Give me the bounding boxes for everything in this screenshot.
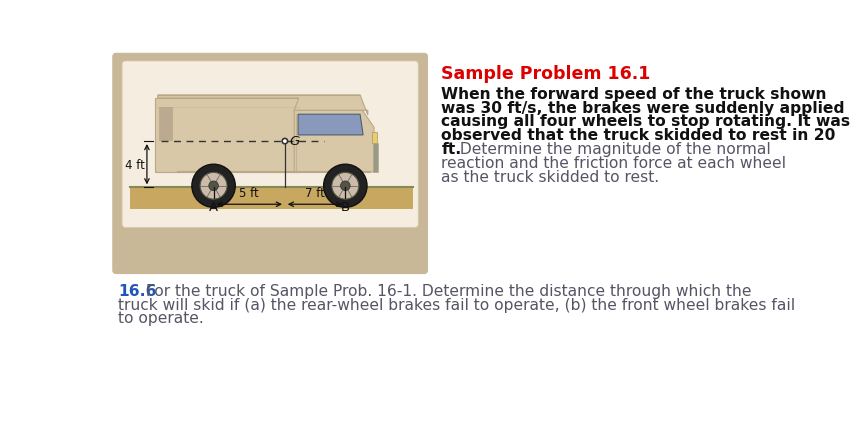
Text: observed that the truck skidded to rest in 20: observed that the truck skidded to rest … <box>440 128 835 143</box>
Circle shape <box>200 173 227 200</box>
Text: 7 ft: 7 ft <box>305 187 325 199</box>
Text: to operate.: to operate. <box>118 311 204 326</box>
Text: When the forward speed of the truck shown: When the forward speed of the truck show… <box>440 86 826 101</box>
Text: B: B <box>340 200 349 213</box>
Text: causing all four wheels to stop rotating. It was: causing all four wheels to stop rotating… <box>440 114 849 129</box>
Text: For the truck of Sample Prob. 16-1. Determine the distance through which the: For the truck of Sample Prob. 16-1. Dete… <box>141 283 751 298</box>
Text: Determine the magnitude of the normal: Determine the magnitude of the normal <box>454 142 769 157</box>
Circle shape <box>331 173 359 200</box>
Polygon shape <box>130 188 412 209</box>
FancyBboxPatch shape <box>122 62 417 228</box>
Circle shape <box>323 165 366 208</box>
Polygon shape <box>297 115 363 135</box>
Polygon shape <box>158 108 171 141</box>
Text: G: G <box>289 135 299 147</box>
Polygon shape <box>373 143 377 173</box>
FancyBboxPatch shape <box>112 54 427 274</box>
Polygon shape <box>294 111 373 173</box>
Circle shape <box>209 181 218 191</box>
Circle shape <box>192 165 235 208</box>
Text: truck will skid if (a) the rear-wheel brakes fail to operate, (b) the front whee: truck will skid if (a) the rear-wheel br… <box>118 297 794 312</box>
Circle shape <box>340 181 349 191</box>
Polygon shape <box>154 99 298 173</box>
Text: was 30 ft/s, the brakes were suddenly applied: was 30 ft/s, the brakes were suddenly ap… <box>440 100 844 115</box>
Text: 16.6: 16.6 <box>118 283 157 298</box>
Text: as the truck skidded to rest.: as the truck skidded to rest. <box>440 170 659 184</box>
Text: ft.: ft. <box>440 142 461 157</box>
Text: reaction and the friction force at each wheel: reaction and the friction force at each … <box>440 155 786 170</box>
Text: Sample Problem 16.1: Sample Problem 16.1 <box>440 65 650 83</box>
Text: 5 ft: 5 ft <box>239 187 259 199</box>
Polygon shape <box>372 132 377 143</box>
Polygon shape <box>158 96 367 115</box>
Circle shape <box>282 139 287 144</box>
Text: A: A <box>209 200 218 213</box>
Text: 4 ft: 4 ft <box>124 158 144 171</box>
